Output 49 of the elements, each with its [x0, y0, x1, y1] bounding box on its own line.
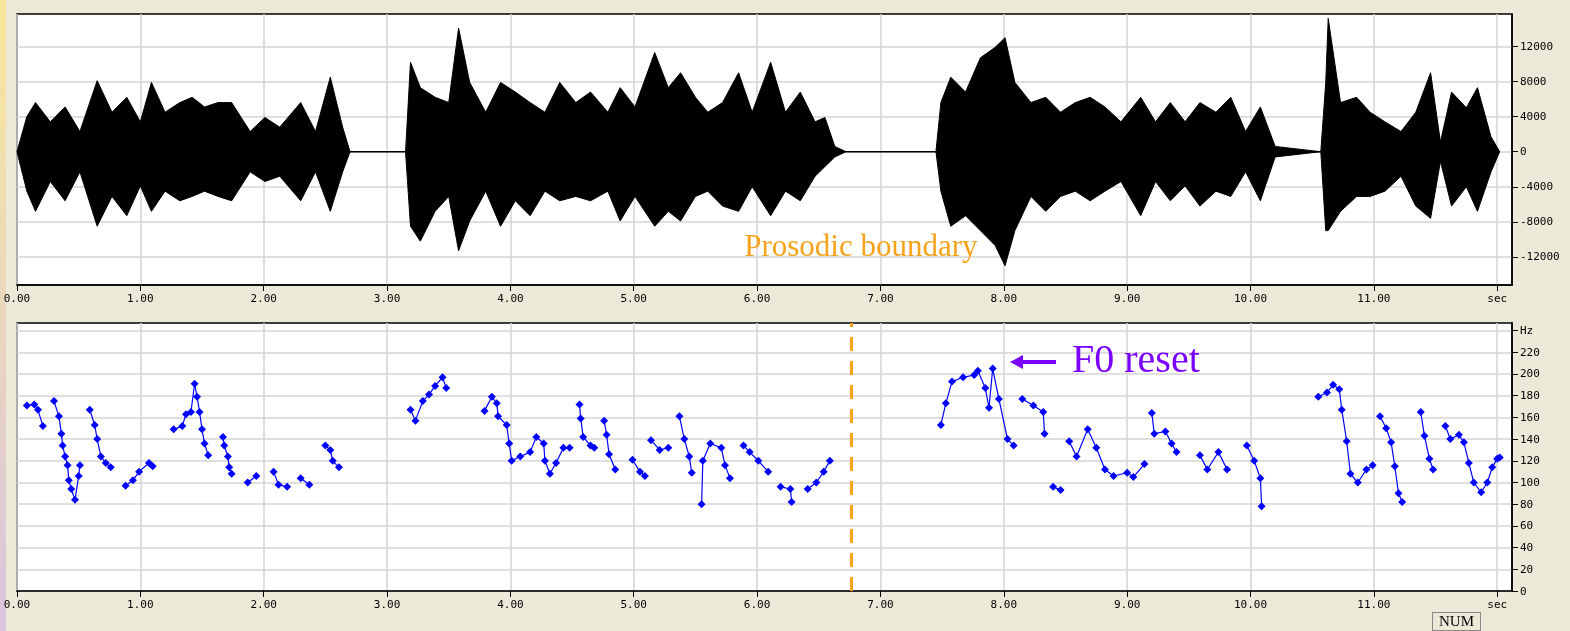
y-tick-label: 60	[1520, 519, 1534, 533]
y-tick-label: 180	[1520, 389, 1540, 403]
x-tick-label: 0.00	[3, 292, 31, 305]
y-tick-label: 20	[1520, 562, 1534, 576]
y-tick-label: 140	[1520, 432, 1540, 446]
x-tick-label: 11.00	[1357, 598, 1391, 611]
x-tick-label: 0.00	[3, 598, 31, 611]
y-tick-label: 0	[1520, 584, 1527, 598]
y-tick-label: 100	[1520, 476, 1540, 489]
x-tick-label: 3.00	[373, 292, 401, 305]
y-tick-label: 220	[1520, 345, 1540, 359]
x-tick-label: 7.00	[867, 292, 894, 305]
x-tick-label: 4.00	[497, 598, 524, 611]
x-tick-label: 8.00	[990, 598, 1018, 611]
y-tick-label: 12000	[1520, 39, 1554, 53]
x-tick-label: 6.00	[743, 598, 771, 611]
y-tick-label: 0	[1520, 145, 1527, 159]
y-tick-label: 80	[1520, 497, 1534, 511]
x-tick-label: 1.00	[127, 598, 154, 611]
y-tick-label: 4000	[1520, 110, 1547, 124]
x-tick-label: 5.00	[620, 598, 647, 611]
x-tick-label: 7.00	[867, 598, 894, 611]
x-tick-label: 10.00	[1233, 292, 1268, 305]
y-tick-label: -12000	[1520, 250, 1560, 264]
x-tick-label: 11.00	[1357, 292, 1391, 305]
text: NUM	[1432, 612, 1482, 631]
x-tick-label: 4.00	[497, 292, 524, 305]
x-tick-label: sec	[1487, 598, 1508, 611]
x-tick-label: 9.00	[1113, 598, 1141, 611]
x-tick-label: 1.00	[127, 292, 154, 305]
y-tick-label: -8000	[1520, 215, 1554, 229]
x-tick-label: 2.00	[250, 292, 277, 305]
x-tick-label: 8.00	[990, 292, 1018, 305]
x-tick-label: 5.00	[620, 292, 647, 305]
y-tick-label: 120	[1520, 454, 1540, 468]
y-tick-label: Hz	[1520, 324, 1534, 338]
x-tick-label: 9.00	[1113, 292, 1141, 305]
ref-line-label: Prosodic boundary	[744, 228, 978, 264]
y-tick-label: 40	[1520, 541, 1534, 555]
y-tick-label: 200	[1520, 367, 1540, 381]
x-tick-label: 10.00	[1233, 598, 1268, 611]
y-tick-label: 160	[1520, 410, 1540, 424]
y-tick-label: -4000	[1520, 180, 1554, 194]
y-tick-label: 8000	[1520, 75, 1547, 89]
annotation: F0 reset	[1072, 336, 1200, 382]
x-tick-label: 3.00	[373, 598, 401, 611]
x-tick-label: 2.00	[250, 598, 277, 611]
x-tick-label: 6.00	[743, 292, 771, 305]
x-tick-label: sec	[1487, 292, 1508, 305]
